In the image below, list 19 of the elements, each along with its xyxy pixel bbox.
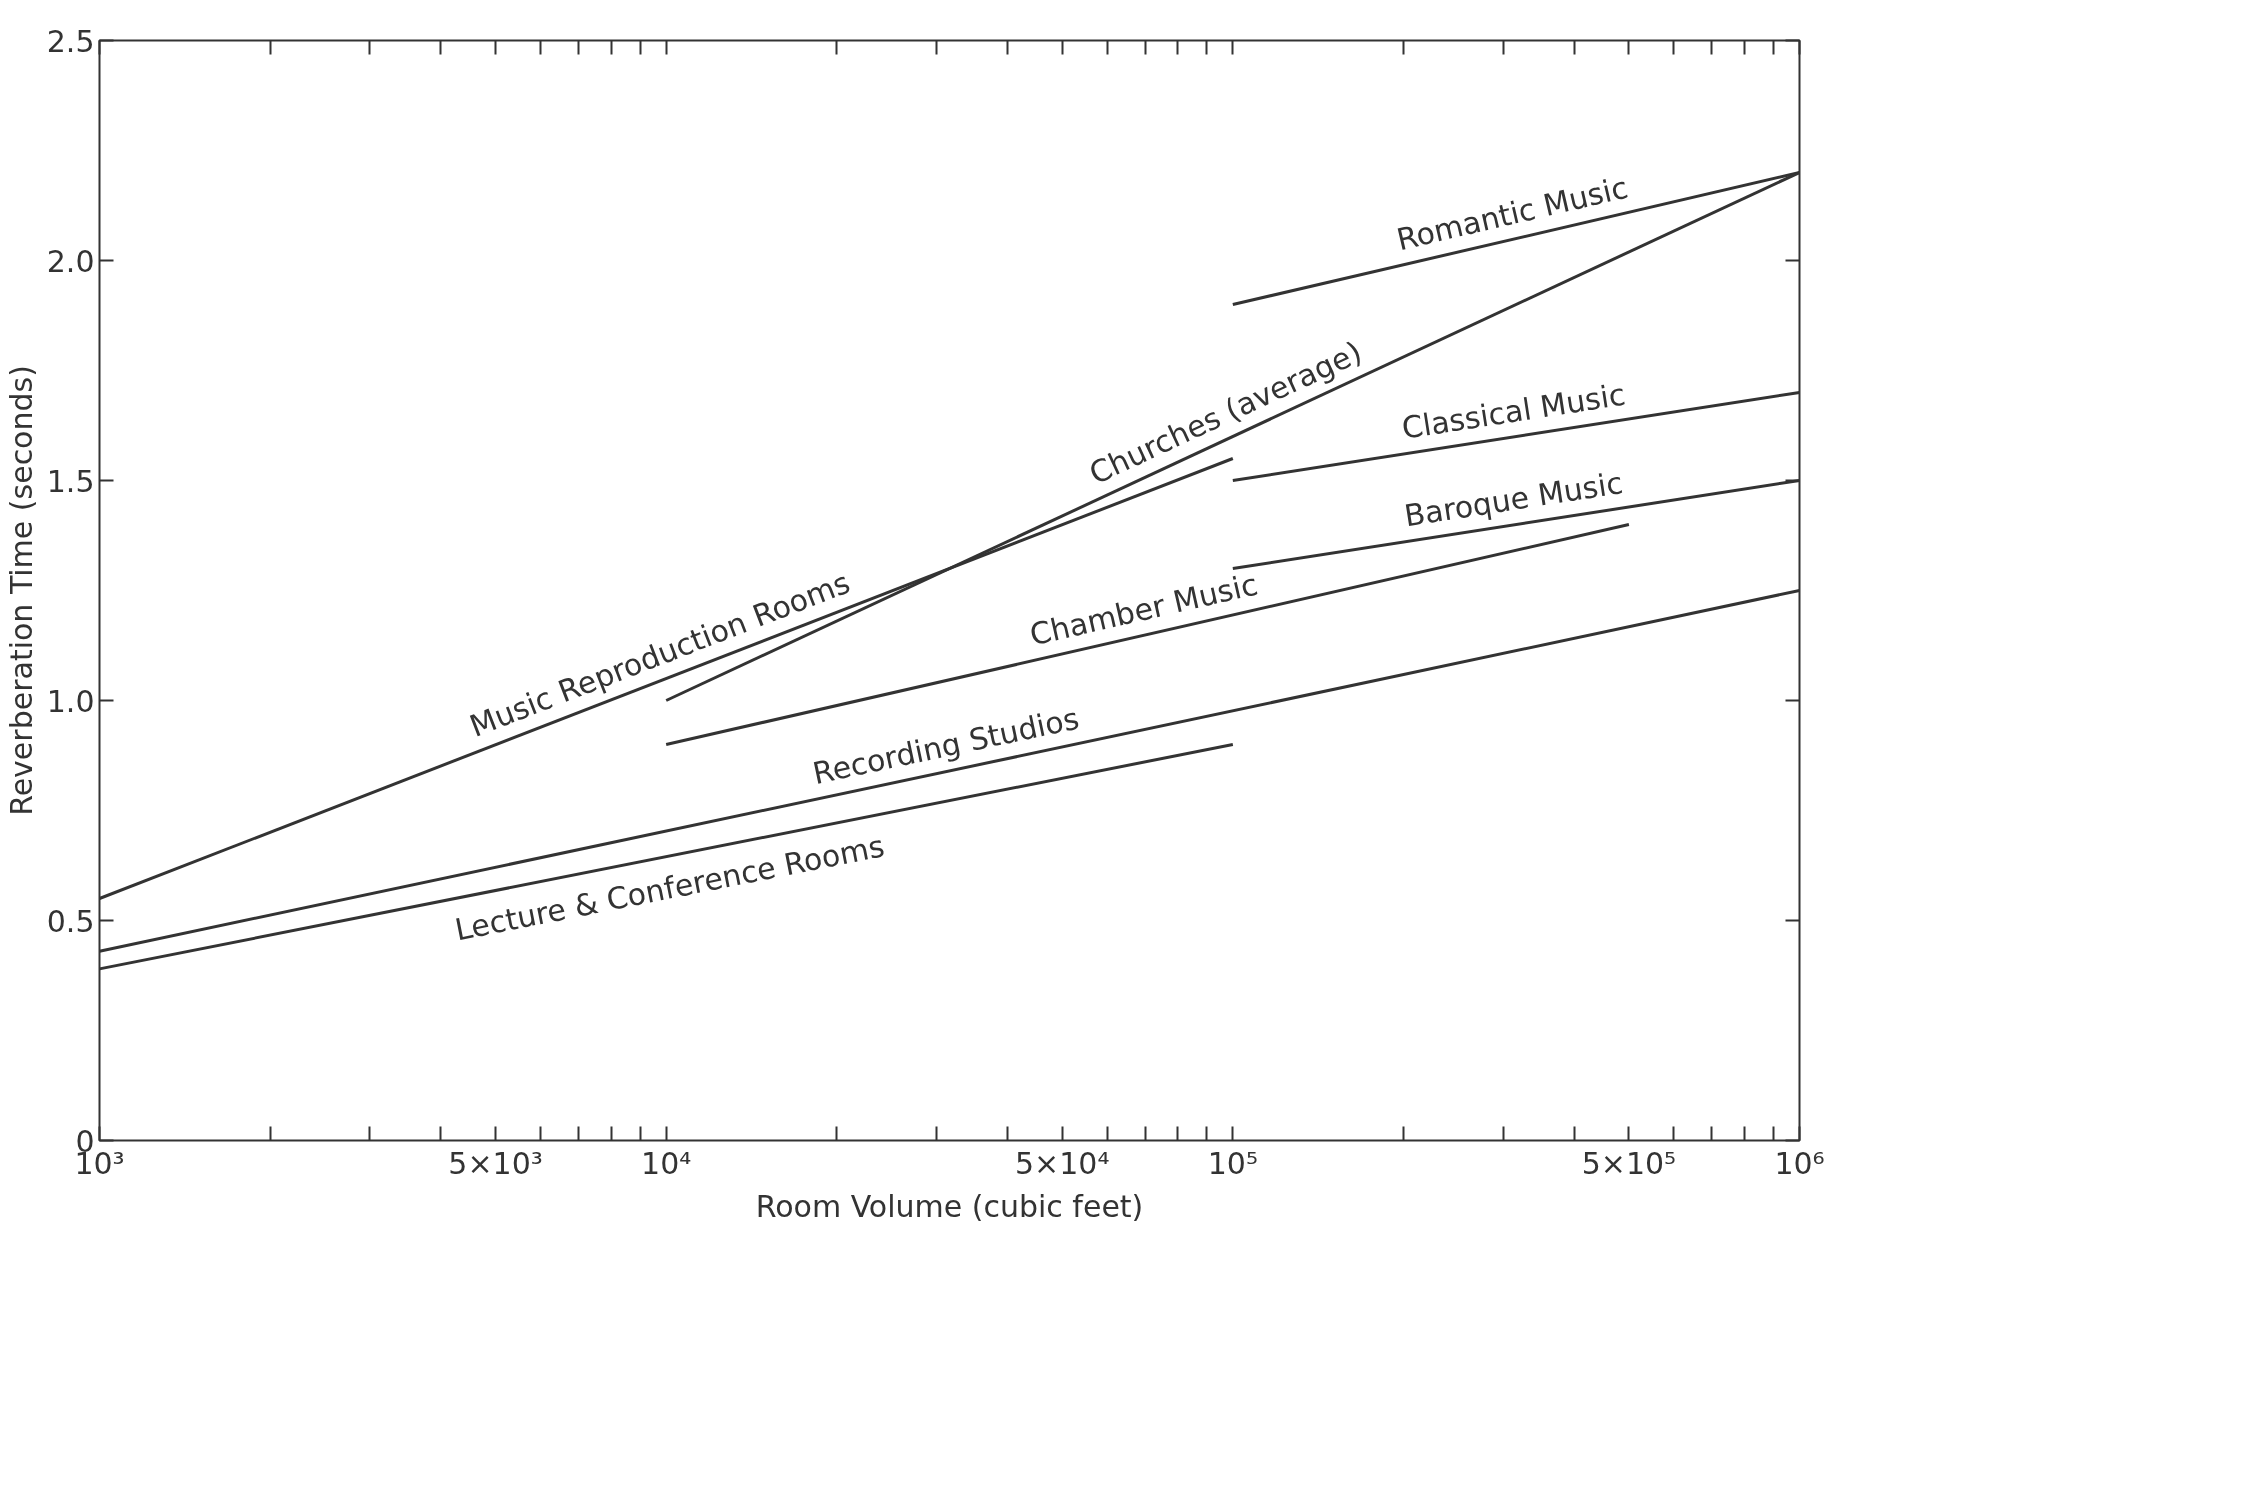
text: Chamber Music	[1026, 566, 1261, 653]
x-axis-title: Room Volume (cubic feet)	[755, 1188, 1144, 1224]
text: Classical Music	[1399, 376, 1628, 446]
y-tick-label: 0.5	[46, 903, 95, 939]
text: Baroque Music	[1401, 465, 1626, 534]
y-axis-title: Reverberation Time (seconds)	[3, 365, 39, 816]
x-tick-label: 5×10⁵	[1581, 1145, 1677, 1181]
x-tick-label: 5×10³	[448, 1145, 543, 1181]
text: Recording Studios	[809, 700, 1082, 792]
y-tick-label: 2.0	[46, 243, 95, 279]
x-tick-label: 5×10⁴	[1015, 1145, 1110, 1181]
x-tick-label: 10⁴	[641, 1145, 692, 1181]
text: Romantic Music	[1393, 169, 1632, 258]
y-tick-label: 2.5	[46, 23, 95, 59]
x-tick-label: 10⁶	[1774, 1145, 1825, 1181]
y-tick-label: 1.5	[46, 463, 95, 499]
y-tick-label: 1.0	[46, 683, 95, 719]
text: Lecture & Conference Rooms	[452, 828, 888, 948]
x-tick-label: 10⁵	[1207, 1145, 1258, 1181]
